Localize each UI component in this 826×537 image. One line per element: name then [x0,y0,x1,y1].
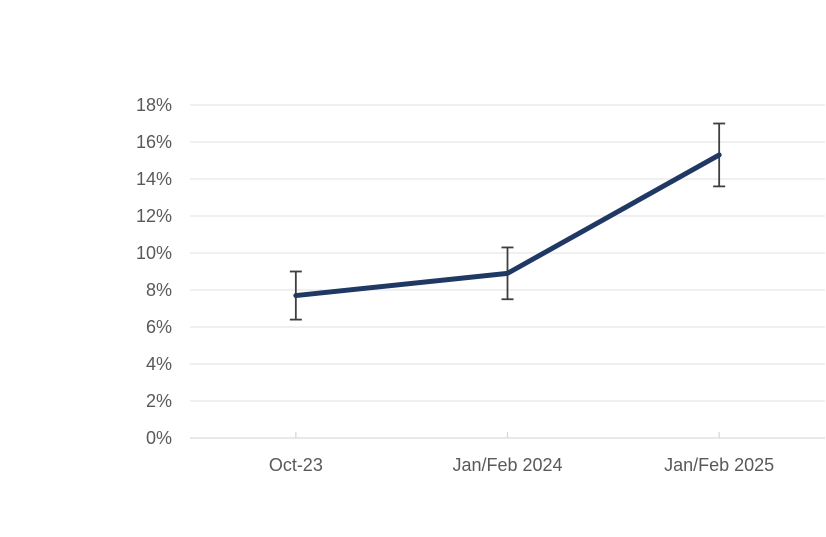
data-line [293,152,722,299]
y-tick-label: 2% [146,391,172,411]
y-tick-label: 16% [136,132,172,152]
y-tick-label: 4% [146,354,172,374]
x-category-label: Jan/Feb 2025 [664,455,774,475]
y-tick-label: 8% [146,280,172,300]
y-tick-label: 12% [136,206,172,226]
y-tick-label: 6% [146,317,172,337]
y-tick-label: 18% [136,95,172,115]
y-tick-label: 10% [136,243,172,263]
x-category-label: Jan/Feb 2024 [452,455,562,475]
y-tick-label: 14% [136,169,172,189]
x-category-label: Oct-23 [269,455,323,475]
y-tick-label: 0% [146,428,172,448]
